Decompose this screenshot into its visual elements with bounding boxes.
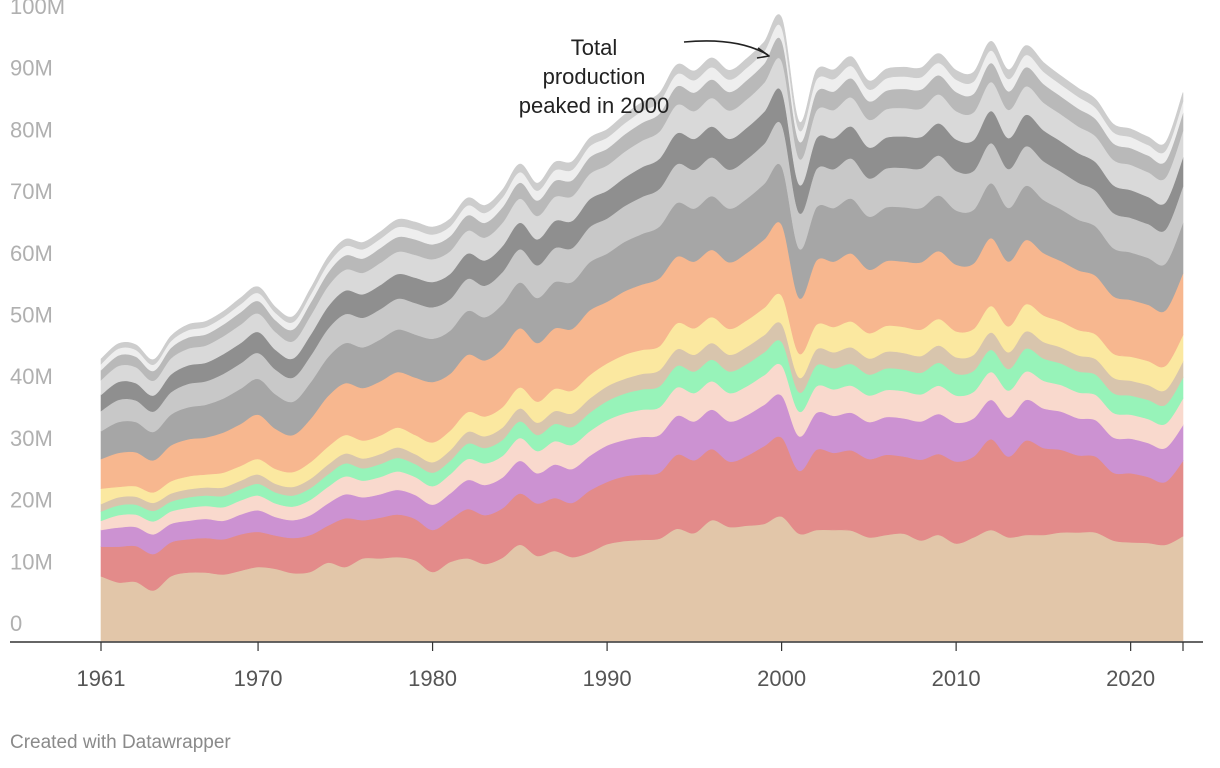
y-tick-label: 40M (10, 364, 53, 389)
area-series-15 (100, 14, 1184, 365)
y-tick-label: 10M (10, 549, 53, 574)
x-tick-label: 2000 (757, 666, 806, 691)
y-tick-label: 70M (10, 179, 53, 204)
y-tick-label: 30M (10, 426, 53, 451)
y-tick-label: 90M (10, 56, 53, 81)
x-axis-tick-group: 1961 1970 1980 1990 2000 2010 2020 (77, 642, 1184, 691)
x-tick-label: 1990 (583, 666, 632, 691)
area-series-group (100, 14, 1184, 642)
y-axis-tick-labels: 0 10M 20M 30M 40M 50M 60M 70M 80M 90M 100M (10, 0, 65, 636)
y-tick-label: 20M (10, 488, 53, 513)
y-tick-label: 0 (10, 611, 22, 636)
x-tick-label: 1980 (408, 666, 457, 691)
annotation-line: peaked in 2000 (519, 93, 669, 118)
annotation-line: production (543, 64, 646, 89)
y-tick-label: 80M (10, 117, 53, 142)
y-tick-label: 50M (10, 303, 53, 328)
annotation-arrowhead (756, 47, 770, 59)
peak-annotation: Total production peaked in 2000 (519, 35, 770, 118)
x-tick-label: 1970 (234, 666, 283, 691)
x-tick-label: 2010 (932, 666, 981, 691)
peak-annotation-text: Total production peaked in 2000 (519, 35, 669, 118)
annotation-line: Total (571, 35, 617, 60)
y-tick-label: 100M (10, 0, 65, 19)
x-tick-label: 1961 (77, 666, 126, 691)
y-tick-label: 60M (10, 241, 53, 266)
x-tick-label: 2020 (1106, 666, 1155, 691)
chart-credit: Created with Datawrapper (10, 732, 231, 753)
